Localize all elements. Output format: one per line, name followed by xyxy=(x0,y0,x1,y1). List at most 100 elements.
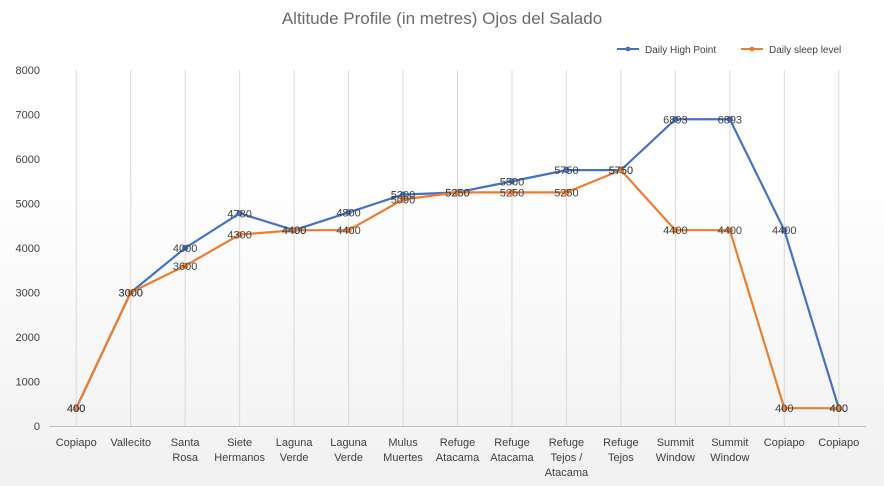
data-label: 4400 xyxy=(772,225,796,237)
y-tick-label: 8000 xyxy=(16,65,40,77)
data-label: 4400 xyxy=(718,225,742,237)
data-point xyxy=(563,167,570,174)
data-label: 400 xyxy=(67,403,85,415)
data-label: 4400 xyxy=(282,225,306,237)
x-category-label: Atacama xyxy=(436,452,480,464)
axes: 0 1000 2000 3000 4000 5000 6000 7000 8000 Copiapo… xyxy=(16,65,866,479)
legend-label: Daily High Point xyxy=(645,45,716,56)
data-label: 5250 xyxy=(500,187,524,199)
y-tick-label: 3000 xyxy=(16,288,40,300)
data-point xyxy=(236,231,243,238)
data-label: 3600 xyxy=(173,261,197,273)
data-point xyxy=(73,405,80,412)
data-label: 5500 xyxy=(500,176,524,188)
data-point xyxy=(291,227,298,234)
x-category-label: Refuge xyxy=(549,437,584,449)
data-point xyxy=(345,227,352,234)
legend-label: Daily sleep level xyxy=(769,45,841,56)
data-label: 5750 xyxy=(554,165,578,177)
x-category-label: Siete xyxy=(227,437,252,449)
x-category-label: Window xyxy=(710,452,749,464)
x-category-label: Refuge xyxy=(603,437,638,449)
series-group xyxy=(73,116,842,412)
x-category-label: Rosa xyxy=(172,452,199,464)
x-category-label: Verde xyxy=(334,452,363,464)
data-point xyxy=(563,189,570,196)
x-category-label: Summit xyxy=(657,437,694,449)
y-tick-label: 0 xyxy=(34,421,40,433)
data-label: 5750 xyxy=(609,165,633,177)
y-tick-label: 6000 xyxy=(16,154,40,166)
y-tick-label: 2000 xyxy=(16,332,40,344)
y-tick-label: 1000 xyxy=(16,377,40,389)
data-point xyxy=(617,167,625,174)
x-category-label: Laguna xyxy=(330,437,368,449)
legend-swatch-marker xyxy=(749,46,755,52)
data-label: 3000 xyxy=(118,288,142,300)
data-label: 5250 xyxy=(445,187,469,199)
x-category-label: Tejos xyxy=(608,452,634,464)
data-label: 4400 xyxy=(663,225,687,237)
data-label: 5250 xyxy=(445,187,469,199)
data-label: 400 xyxy=(775,403,793,415)
chart-title: Altitude Profile (in metres) Ojos del Sa… xyxy=(282,9,602,28)
data-point xyxy=(454,189,461,196)
data-label: 4000 xyxy=(173,243,197,255)
data-point xyxy=(236,210,243,217)
x-category-label: Hermanos xyxy=(214,452,265,464)
x-category-label: Refuge xyxy=(494,437,529,449)
x-category-label: Vallecito xyxy=(110,437,151,449)
data-point xyxy=(345,209,352,216)
data-point xyxy=(399,196,407,203)
data-label: 400 xyxy=(830,403,848,415)
x-category-label: Summit xyxy=(711,437,748,449)
data-point xyxy=(127,289,134,296)
x-category-label: Muertes xyxy=(383,452,423,464)
x-category-label: Verde xyxy=(280,452,309,464)
data-label: 4400 xyxy=(282,225,306,237)
y-tick-label: 7000 xyxy=(16,110,40,122)
x-category-label: Atacama xyxy=(545,467,589,479)
data-label: 5250 xyxy=(554,187,578,199)
data-label: 4400 xyxy=(336,225,360,237)
data-label: 3000 xyxy=(118,288,142,300)
x-category-label: Tejos / xyxy=(551,452,584,464)
data-label: 5750 xyxy=(609,165,633,177)
x-category-label: Copiapo xyxy=(764,437,805,449)
data-point xyxy=(672,227,679,234)
data-point xyxy=(182,244,189,252)
legend: Daily High Point Daily sleep level xyxy=(617,45,841,56)
data-point xyxy=(835,405,842,412)
x-category-label: Copiapo xyxy=(818,437,859,449)
data-label: 4800 xyxy=(336,207,360,219)
data-label: 5090 xyxy=(391,194,415,206)
data-label: 6893 xyxy=(663,114,687,126)
x-category-label: Mulus xyxy=(388,437,418,449)
data-point xyxy=(781,405,788,412)
data-point xyxy=(672,116,679,123)
x-category-label: Santa xyxy=(171,437,201,449)
data-point xyxy=(726,227,733,234)
data-label: 4780 xyxy=(227,208,251,220)
y-tick-label: 4000 xyxy=(16,243,40,255)
legend-swatch-marker xyxy=(625,46,631,52)
data-point xyxy=(508,178,516,185)
x-category-label: Copiapo xyxy=(56,437,97,449)
data-point xyxy=(508,189,516,196)
data-label: 5200 xyxy=(391,190,415,202)
data-label: 400 xyxy=(67,403,85,415)
data-point xyxy=(182,262,189,269)
y-tick-label: 5000 xyxy=(16,199,40,211)
x-category-label: Window xyxy=(656,452,695,464)
data-label: 6893 xyxy=(718,114,742,126)
x-category-label: Atacama xyxy=(490,452,534,464)
data-label: 400 xyxy=(830,403,848,415)
data-point xyxy=(726,116,733,123)
x-category-label: Laguna xyxy=(276,437,314,449)
data-label: 4300 xyxy=(227,230,251,242)
data-point xyxy=(781,227,788,234)
gridlines xyxy=(75,70,840,426)
